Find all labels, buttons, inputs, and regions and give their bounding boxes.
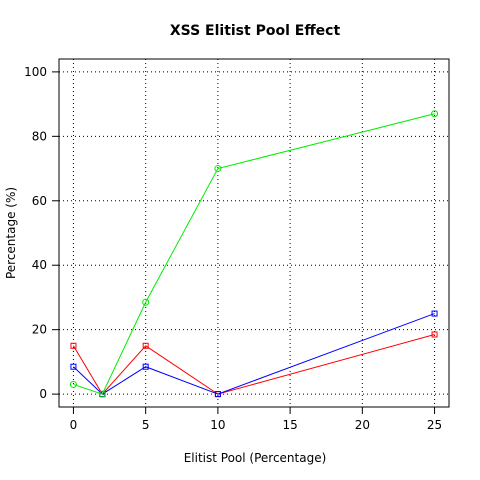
x-tick-label: 15 <box>282 418 297 432</box>
data-point-marker <box>142 342 149 349</box>
x-tick-label: 0 <box>70 418 78 432</box>
data-point-marker <box>431 110 439 118</box>
chart-title: XSS Elitist Pool Effect <box>170 23 341 39</box>
x-tick-label: 20 <box>355 418 370 432</box>
data-point-marker <box>142 363 149 370</box>
plot-frame <box>58 58 450 408</box>
axes: 0 5 10 15 20 25 0 20 40 60 80 100 <box>24 58 450 432</box>
y-tick-label: 20 <box>32 323 47 337</box>
data-point-marker <box>69 380 77 388</box>
data-point-marker <box>98 390 106 398</box>
data-point-marker <box>214 391 221 398</box>
y-tick-label: 60 <box>32 194 47 208</box>
data-point-marker <box>431 331 438 338</box>
x-tick-label: 25 <box>427 418 442 432</box>
data-point-marker <box>70 363 77 370</box>
data-point-marker <box>431 310 438 317</box>
series-line <box>73 313 435 395</box>
data-point-marker <box>214 165 222 173</box>
y-axis-label: Percentage (%) <box>4 187 18 279</box>
series-line <box>73 113 435 395</box>
x-axis-label: Elitist Pool (Percentage) <box>184 451 327 465</box>
data-point-marker <box>70 342 77 349</box>
series-line <box>73 334 435 395</box>
y-tick-label: 100 <box>24 65 47 79</box>
data-point-marker <box>142 298 150 306</box>
y-tick-label: 80 <box>32 129 47 143</box>
y-tick-label: 40 <box>32 258 47 272</box>
series-group <box>69 110 439 398</box>
grid-lines <box>59 59 449 407</box>
x-tick-label: 10 <box>210 418 225 432</box>
x-tick-label: 5 <box>142 418 150 432</box>
y-tick-label: 0 <box>39 387 47 401</box>
